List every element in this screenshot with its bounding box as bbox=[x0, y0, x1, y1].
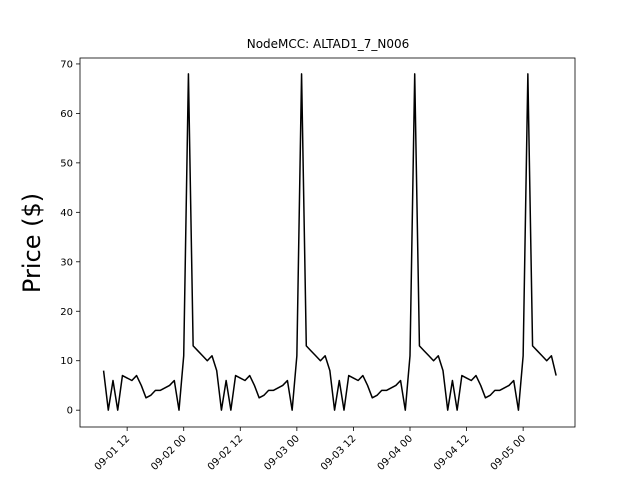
x-tick-label: 09-05 00 bbox=[489, 433, 529, 473]
y-tick-label: 60 bbox=[60, 109, 73, 120]
x-tick-label: 09-01 12 bbox=[93, 433, 133, 473]
price-line bbox=[102, 73, 557, 411]
chart-title: NodeMCC: ALTAD1_7_N006 bbox=[247, 37, 410, 51]
y-tick-label: 0 bbox=[67, 406, 73, 417]
x-tick-label: 09-04 12 bbox=[432, 433, 472, 473]
x-tick-label: 09-03 12 bbox=[319, 433, 359, 473]
plot-frame bbox=[79, 57, 576, 428]
x-tick-label: 09-02 00 bbox=[149, 433, 189, 473]
y-axis-label: Price ($) bbox=[18, 193, 46, 293]
x-tick-label: 09-03 00 bbox=[262, 433, 302, 473]
y-tick-label: 30 bbox=[60, 257, 73, 268]
y-tick-label: 70 bbox=[60, 59, 73, 70]
y-tick-label: 50 bbox=[60, 158, 73, 169]
y-tick-label: 10 bbox=[60, 356, 73, 367]
y-tick-label: 40 bbox=[60, 208, 73, 219]
x-tick-label: 09-04 00 bbox=[376, 433, 416, 473]
x-tick-label: 09-02 12 bbox=[206, 433, 246, 473]
y-tick-label: 20 bbox=[60, 307, 73, 318]
